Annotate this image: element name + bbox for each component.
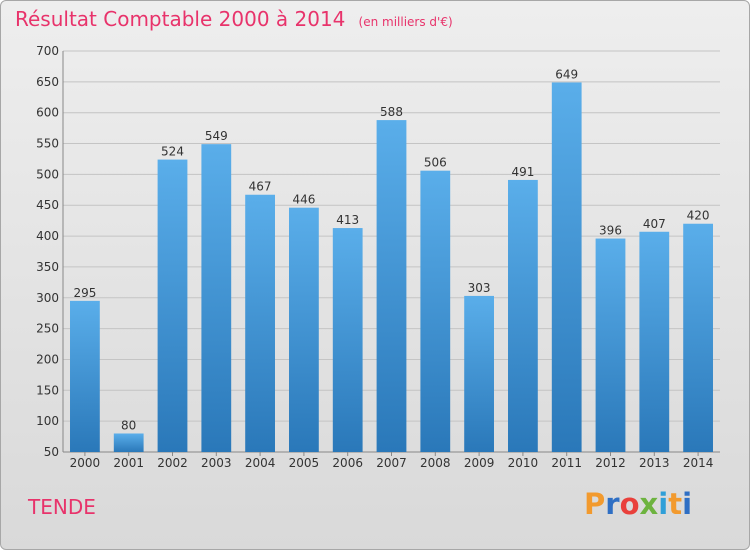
y-tick-label: 500 [36,167,59,181]
logo-letter: o [619,487,640,521]
y-tick-label: 250 [36,322,59,336]
x-tick-label: 2002 [157,456,188,470]
bar [376,120,407,452]
bar-value-label: 491 [511,165,534,179]
y-tick-label: 400 [36,229,59,243]
bar-value-label: 407 [643,217,666,231]
y-tick-label: 450 [36,198,59,212]
logo-letter: r [605,487,620,521]
y-tick-label: 50 [44,445,59,459]
x-tick-label: 2004 [245,456,276,470]
logo-letter: t [668,487,683,521]
bar-value-label: 588 [380,105,403,119]
y-tick-label: 150 [36,383,59,397]
y-tick-label: 700 [36,44,59,58]
bar-value-label: 446 [292,193,315,207]
y-tick-label: 650 [36,75,59,89]
x-tick-label: 2001 [113,456,144,470]
x-tick-label: 2011 [551,456,582,470]
y-tick-label: 600 [36,106,59,120]
bar-value-label: 524 [161,145,184,159]
x-tick-label: 2012 [595,456,626,470]
logo-letter: x [639,487,659,521]
bar-value-label: 396 [599,224,622,238]
bar [157,159,188,452]
bar-value-label: 295 [73,286,96,300]
bar-value-label: 649 [555,67,578,81]
y-tick-label: 200 [36,352,59,366]
x-tick-label: 2014 [683,456,714,470]
town-name: TENDE [28,495,96,519]
x-tick-label: 2006 [332,456,363,470]
y-tick-label: 100 [36,414,59,428]
bar-value-label: 80 [121,418,136,432]
chart-title: Résultat Comptable 2000 à 2014 [15,7,346,31]
x-tick-label: 2005 [289,456,320,470]
bar [201,144,232,452]
chart-unit: (en milliers d'€) [358,15,453,29]
bar-value-label: 420 [687,209,710,223]
bar [464,295,494,452]
bar-value-label: 467 [249,180,272,194]
x-tick-label: 2000 [70,456,101,470]
bar [551,82,582,452]
bar [70,300,100,452]
y-tick-label: 550 [36,137,59,151]
bar [639,231,670,452]
y-tick-label: 300 [36,291,59,305]
bar [595,238,626,452]
logo-letter: i [682,487,693,521]
bar-value-label: 303 [468,281,491,295]
bar [113,433,144,452]
x-tick-label: 2007 [376,456,407,470]
bar [332,228,363,452]
x-tick-label: 2003 [201,456,232,470]
bar-value-label: 549 [205,129,228,143]
chart-title-row: Résultat Comptable 2000 à 2014 (en milli… [15,7,453,31]
x-tick-label: 2009 [464,456,495,470]
bar [508,179,538,452]
bar [683,223,713,452]
bar [420,170,451,452]
proxiti-logo[interactable]: Proxiti [584,487,692,521]
x-tick-label: 2008 [420,456,451,470]
bar-value-label: 413 [336,213,359,227]
bar [289,207,319,452]
bar [245,194,275,452]
x-tick-label: 2013 [639,456,670,470]
y-tick-label: 350 [36,260,59,274]
logo-letter: i [658,487,669,521]
x-tick-label: 2010 [508,456,539,470]
bar-value-label: 506 [424,156,447,170]
logo-letter: P [584,487,606,521]
